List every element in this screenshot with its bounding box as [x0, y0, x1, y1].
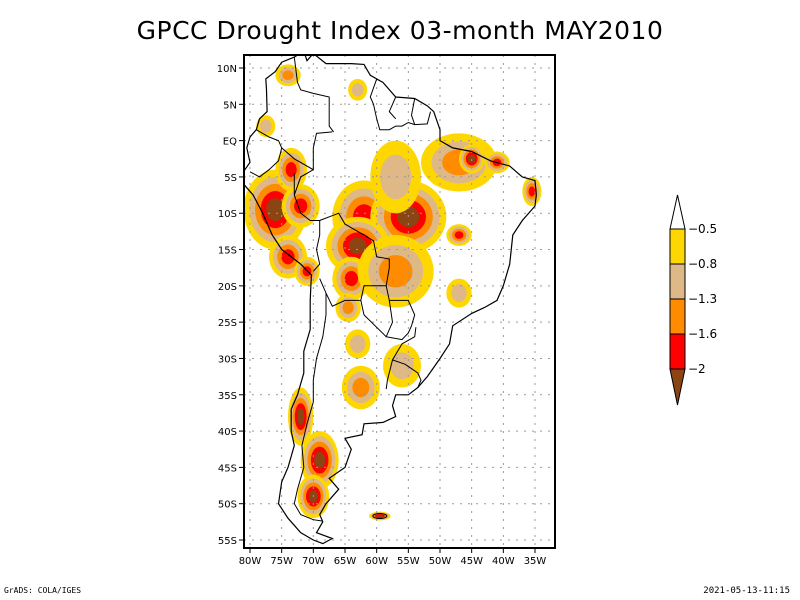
lat-tick-label: 25S — [218, 318, 237, 329]
lat-tick-label: EQ — [223, 137, 237, 148]
lat-tick-label: 5N — [223, 100, 237, 111]
drought-contour-level-4 — [528, 186, 536, 197]
grads-credit: GrADS: COLA/IGES — [4, 586, 82, 595]
map-frame — [243, 54, 556, 549]
lat-tick-label: 55S — [218, 536, 237, 547]
lon-tick-label: 40W — [492, 556, 515, 567]
drought-region-sao-paulo — [446, 278, 472, 308]
country-border — [319, 212, 390, 307]
lon-tick-label: 75W — [270, 556, 293, 567]
lon-tick-label: 60W — [365, 556, 388, 567]
country-border — [249, 129, 283, 178]
colorbar-label: −0.8 — [688, 257, 717, 271]
lon-tick-label: 65W — [334, 556, 357, 567]
colorbar-label: −2 — [688, 362, 706, 376]
drought-contour-level-2 — [259, 119, 272, 133]
colorbar-bottom-arrow — [669, 368, 686, 406]
country-border — [293, 169, 314, 196]
drought-region-ecuador — [256, 115, 276, 137]
drought-contour-level-2 — [351, 83, 364, 97]
drought-contour-level-5 — [266, 198, 285, 222]
drought-region-maranhao — [459, 144, 485, 174]
drought-contour-level-2 — [349, 335, 366, 353]
drought-region-tocantins — [446, 224, 472, 246]
drought-contour-level-2 — [380, 154, 412, 200]
country-border — [360, 300, 387, 338]
lat-tick-label: 10S — [218, 209, 237, 220]
longitude-axis: 80W 75W 70W 65W 60W 55W 50W 45W 40W 35W — [239, 548, 547, 567]
drought-contour-level-5 — [297, 408, 305, 425]
country-border — [385, 285, 416, 341]
drought-contour-level-3 — [342, 301, 354, 315]
drought-contour-level-4 — [454, 231, 464, 239]
drought-region-rn-pb — [522, 176, 542, 206]
drought-region-amazon-west — [281, 184, 320, 228]
country-border — [369, 78, 431, 131]
lat-tick-label: 50S — [218, 500, 237, 511]
map-title: GPCC Drought Index 03-month MAY2010 — [136, 16, 664, 45]
drought-region-cordoba — [345, 329, 371, 359]
drought-contour-level-5 — [348, 237, 367, 255]
colorbar-label: −0.5 — [688, 222, 717, 236]
drought-contour-level-2 — [390, 352, 414, 380]
lat-tick-label: 20S — [218, 282, 237, 293]
lat-tick-label: 5S — [224, 173, 237, 184]
drought-contour-level-3 — [352, 377, 370, 398]
lon-tick-label: 50W — [429, 556, 452, 567]
drought-contour-level-3 — [378, 255, 413, 288]
colorbar-label: −1.3 — [688, 292, 717, 306]
drought-contour-level-4 — [285, 162, 297, 178]
falkland-islands — [372, 513, 388, 520]
lon-tick-label: 35W — [524, 556, 547, 567]
lon-tick-label: 80W — [239, 556, 262, 567]
colorbar-segment — [669, 263, 686, 300]
lon-tick-label: 70W — [302, 556, 325, 567]
drought-region-tucuman — [335, 293, 361, 323]
drought-region-para-central — [370, 140, 421, 214]
lat-tick-label: 45S — [218, 463, 237, 474]
country-border — [293, 57, 334, 133]
drought-contour-level-5 — [468, 154, 476, 163]
country-border — [392, 327, 417, 361]
lat-tick-label: 15S — [218, 246, 237, 257]
lat-tick-label: 40S — [218, 427, 237, 438]
drought-region-pampas — [341, 365, 380, 410]
lon-tick-label: 55W — [397, 556, 420, 567]
timestamp: 2021-05-13-11:15 — [703, 586, 790, 596]
colorbar-segment — [669, 228, 686, 265]
drought-region-venezuela-east — [348, 78, 368, 101]
drought-contour-level-4 — [344, 271, 358, 287]
lon-tick-label: 45W — [460, 556, 483, 567]
drought-contour-level-5 — [314, 451, 326, 469]
drought-contour-level-5 — [376, 514, 383, 518]
drought-contour-level-4 — [294, 198, 308, 214]
country-border — [388, 96, 397, 120]
colorbar-top-arrow — [669, 194, 686, 230]
country-border — [385, 359, 422, 390]
drought-contour-level-2 — [451, 284, 467, 303]
drought-region-falklands — [369, 511, 391, 521]
colorbar: −0.5 −0.8 −1.3 −1.6 −2 — [669, 194, 717, 406]
colorbar-segment — [669, 333, 686, 370]
drought-region-uruguay — [383, 343, 421, 388]
drought-contour-level-3 — [282, 70, 294, 81]
drought-contour-level-4 — [281, 249, 295, 265]
coastline — [244, 55, 537, 545]
lat-tick-label: 35S — [218, 391, 237, 402]
colorbar-label: −1.6 — [688, 327, 717, 341]
drought-region-patagonia-north — [300, 431, 339, 490]
colorbar-segment — [669, 298, 686, 335]
latitude-axis: 10N 5N EQ 5S 10S 15S 20S 25S 30S 35S 40S 45S 50S 55S — [217, 64, 244, 547]
lat-tick-label: 10N — [217, 64, 237, 75]
country-border — [410, 98, 416, 125]
drought-region-paraguay — [357, 235, 434, 308]
coastline-borders — [244, 55, 537, 545]
lat-tick-label: 30S — [218, 354, 237, 365]
country-border — [281, 131, 333, 171]
country-border — [293, 293, 327, 522]
